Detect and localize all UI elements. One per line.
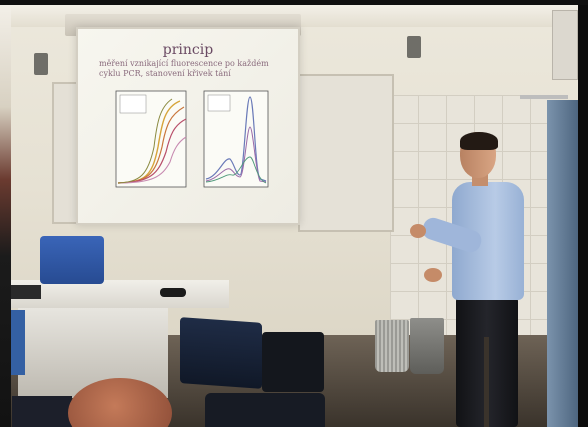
whiteboard-right <box>298 74 394 232</box>
presenter-leg-gap <box>484 337 489 427</box>
presenter <box>410 132 528 427</box>
speaker-icon <box>407 36 421 58</box>
presenter-hair <box>460 132 498 150</box>
object-on-desk <box>160 288 186 297</box>
melt-legend <box>207 94 231 112</box>
slide-subtitle: měření vznikající fluorescence po každém… <box>99 59 269 78</box>
right-frame-edge <box>578 0 588 427</box>
wall-cabinet <box>552 10 578 80</box>
dark-chair <box>12 396 72 427</box>
blue-chair <box>40 236 104 284</box>
melt-curve-2 <box>205 126 267 183</box>
slide-title: princip <box>162 42 214 58</box>
presenter-hand-with-remote <box>410 224 426 238</box>
desk <box>11 280 229 308</box>
waste-bin <box>375 320 409 372</box>
laptop <box>11 285 41 299</box>
amplification-curve-4 <box>117 136 187 184</box>
left-frame-edge <box>0 0 11 427</box>
dark-chair <box>262 332 324 392</box>
amplification-legend <box>119 94 147 114</box>
desk-leg <box>11 310 25 375</box>
dark-chair <box>180 317 262 389</box>
amplification-curve-3 <box>117 118 187 184</box>
blue-cabinet <box>547 100 578 427</box>
speaker-icon <box>34 53 48 75</box>
faucet <box>520 95 568 99</box>
dark-chair <box>205 393 325 427</box>
top-frame-edge <box>0 0 588 5</box>
waste-bin <box>410 318 444 374</box>
melt-curve-3 <box>205 156 267 184</box>
amplification-curve-5 <box>117 98 173 184</box>
projected-slide: princip měření vznikající fluorescence p… <box>76 27 300 225</box>
audience-head <box>68 378 172 427</box>
slide-plots <box>115 90 269 188</box>
melt-curve-1 <box>205 96 267 182</box>
presenter-hand <box>424 268 442 282</box>
